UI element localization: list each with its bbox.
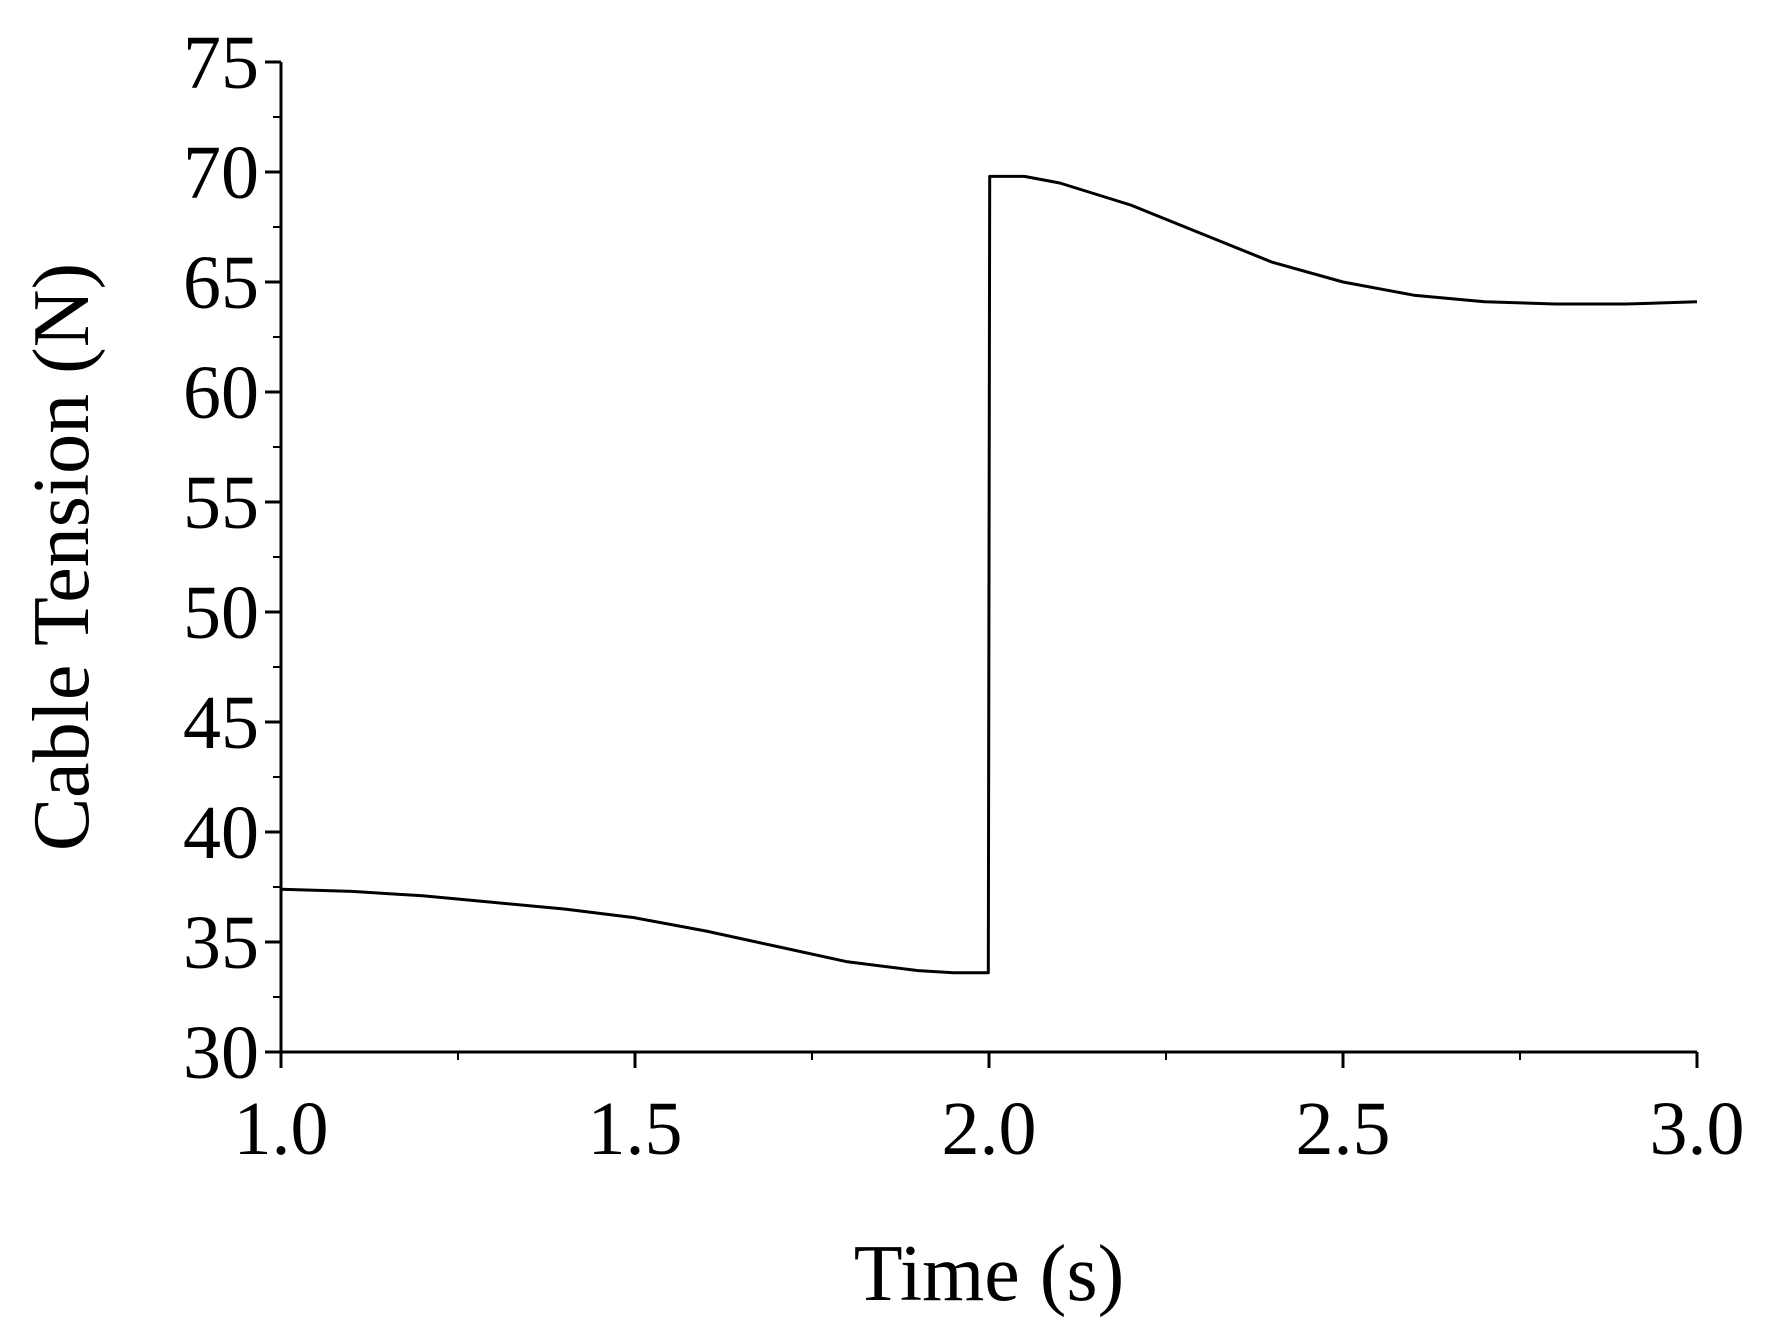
x-tick-label: 2.0	[942, 1087, 1037, 1171]
series-layer	[280, 174, 1698, 975]
y-tick-label: 75	[183, 21, 259, 105]
x-axis-title: Time (s)	[854, 1230, 1124, 1318]
x-tick-label: 1.5	[588, 1087, 683, 1171]
x-tick-label: 1.0	[234, 1087, 329, 1171]
y-tick-label: 50	[183, 571, 259, 655]
y-tick-label: 40	[183, 791, 259, 875]
x-tick-label: 3.0	[1650, 1087, 1745, 1171]
y-axis-title: Cable Tension (N)	[18, 263, 106, 851]
x-tick-label: 2.5	[1296, 1087, 1391, 1171]
y-tick-label: 30	[183, 1011, 259, 1095]
y-tick-label: 60	[183, 351, 259, 435]
y-tick-label: 70	[183, 131, 259, 215]
tick-labels: 30 35 40 45 50 55 60 65 70 75 1.0 1.5 2.0 2.5 3.0	[183, 21, 1745, 1171]
y-tick-label: 35	[183, 901, 259, 985]
y-tick-label: 65	[183, 241, 259, 325]
y-tick-label: 55	[183, 461, 259, 545]
y-tick-label: 45	[183, 681, 259, 765]
ticks	[265, 60, 1699, 1068]
series-line	[280, 174, 1698, 975]
